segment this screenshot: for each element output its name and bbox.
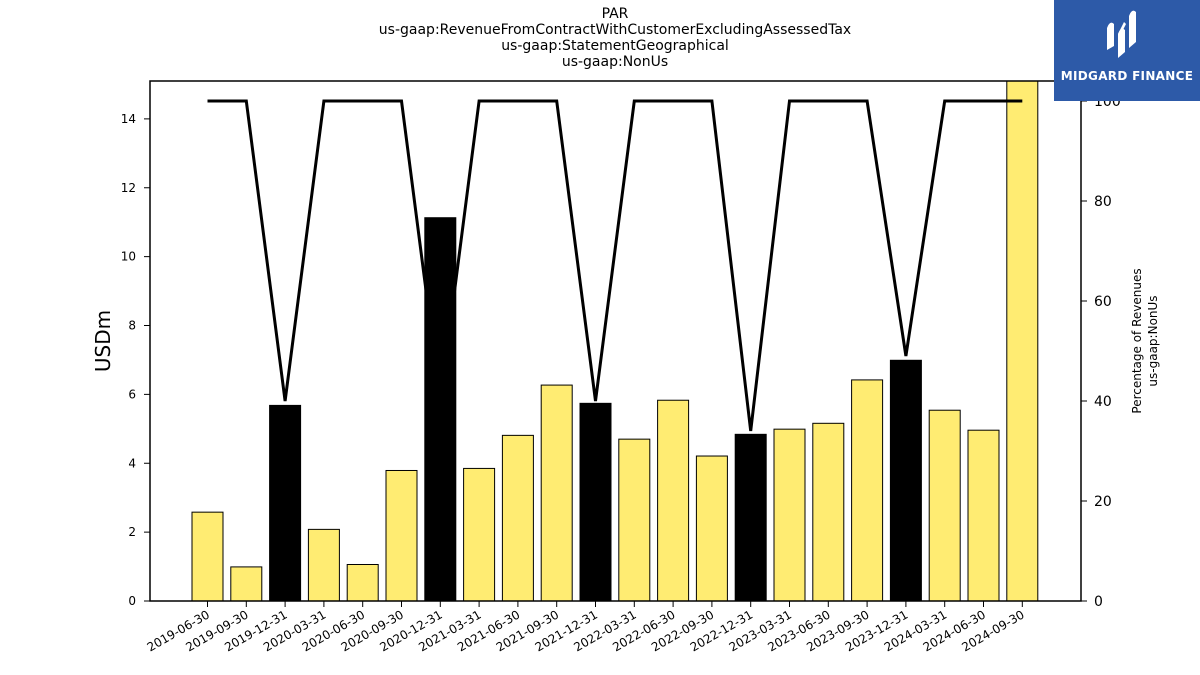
bar-2020-03-31 bbox=[307, 528, 340, 602]
chart-title: PAR us-gaap:RevenueFromContractWithCusto… bbox=[315, 6, 915, 70]
y2-tick-label: 20 bbox=[1094, 494, 1112, 510]
title-line-3: us-gaap:StatementGeographical bbox=[501, 38, 729, 54]
bar-2023-06-30 bbox=[812, 422, 845, 602]
bar-2021-09-30 bbox=[540, 384, 573, 602]
y-axis-label: USDm bbox=[91, 310, 115, 372]
y2-tick-label: 0 bbox=[1094, 594, 1103, 610]
bar-2022-06-30 bbox=[657, 399, 690, 602]
logo-mark-icon bbox=[1107, 10, 1136, 58]
y-tick-label: 6 bbox=[128, 387, 136, 401]
bar-2020-12-31 bbox=[424, 217, 457, 602]
percentage-line bbox=[207, 99, 1023, 432]
y-tick-label: 2 bbox=[128, 525, 136, 539]
y2-tick-label: 40 bbox=[1094, 394, 1112, 410]
bar-2020-09-30 bbox=[385, 469, 418, 602]
bar-2022-12-31 bbox=[734, 433, 767, 602]
bar-2024-03-31 bbox=[928, 409, 961, 602]
bars-group bbox=[191, 80, 1039, 602]
axes-group: 024681012140204060801002019-06-302019-09… bbox=[91, 80, 1160, 654]
y-tick-label: 4 bbox=[128, 456, 136, 470]
bar-2023-12-31 bbox=[889, 359, 922, 602]
bar-2024-06-30 bbox=[967, 429, 1000, 602]
plot-frame bbox=[149, 80, 1082, 602]
bar-2019-06-30 bbox=[191, 511, 224, 602]
bar-2023-03-31 bbox=[773, 428, 806, 602]
y2-tick-label: 80 bbox=[1094, 194, 1112, 210]
y2-tick-label: 60 bbox=[1094, 294, 1112, 310]
bar-2024-09-30 bbox=[1006, 80, 1039, 602]
y-tick-label: 0 bbox=[128, 594, 136, 608]
bar-2019-12-31 bbox=[269, 404, 302, 602]
y2-axis-label-line: Percentage of Revenues bbox=[1130, 268, 1144, 413]
title-line-1: PAR bbox=[601, 6, 629, 22]
logo-text: MIDGARD FINANCE bbox=[1060, 69, 1194, 83]
y-tick-label: 12 bbox=[121, 181, 136, 195]
bar-2019-09-30 bbox=[230, 566, 263, 602]
y2-axis-label-line: us-gaap:NonUs bbox=[1146, 295, 1160, 386]
bar-2021-03-31 bbox=[463, 467, 496, 602]
bar-2022-09-30 bbox=[695, 455, 728, 602]
title-line-4: us-gaap:NonUs bbox=[561, 54, 669, 70]
bar-2021-06-30 bbox=[501, 434, 534, 602]
y-tick-label: 14 bbox=[121, 112, 136, 126]
y-tick-label: 10 bbox=[121, 250, 136, 264]
title-line-2: us-gaap:RevenueFromContractWithCustomerE… bbox=[378, 22, 852, 38]
midgard-finance-logo: MIDGARD FINANCE bbox=[1054, 0, 1200, 101]
y-tick-label: 8 bbox=[128, 319, 136, 333]
bar-2020-06-30 bbox=[346, 563, 379, 602]
bar-2021-12-31 bbox=[579, 402, 612, 602]
percentage-line-group bbox=[207, 99, 1023, 432]
bar-2023-09-30 bbox=[851, 379, 884, 602]
bar-2022-03-31 bbox=[618, 438, 651, 602]
